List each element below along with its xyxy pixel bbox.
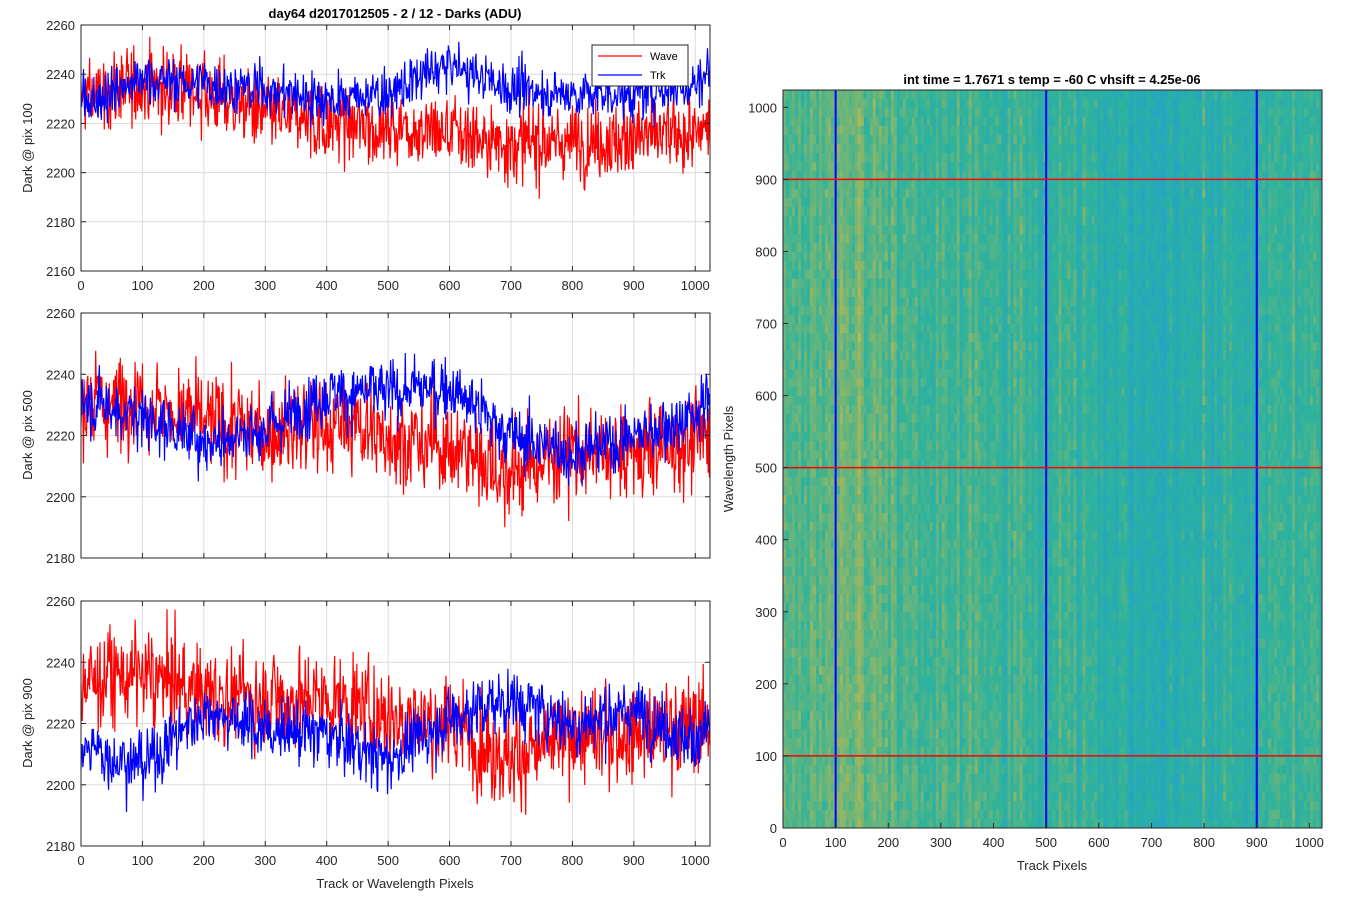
x-tick-label: 900 xyxy=(623,853,645,868)
x-tick-label: 0 xyxy=(77,278,84,293)
x-tick-label: 800 xyxy=(1193,835,1215,850)
x-tick-label: 600 xyxy=(1088,835,1110,850)
x-tick-label: 1000 xyxy=(681,278,710,293)
y-tick-label: 2240 xyxy=(46,67,75,82)
y-tick-label: 2220 xyxy=(46,717,75,732)
x-tick-label: 100 xyxy=(132,853,154,868)
x-tick-label: 700 xyxy=(500,853,522,868)
y-tick-label: 2200 xyxy=(46,778,75,793)
x-tick-label: 800 xyxy=(562,853,584,868)
legend-trk-label: Trk xyxy=(650,70,666,82)
y-tick-label: 0 xyxy=(770,821,777,836)
ylabel-pix100: Dark @ pix 100 xyxy=(20,103,35,193)
y-tick-label: 400 xyxy=(755,533,777,548)
x-tick-label: 200 xyxy=(193,853,215,868)
y-tick-label: 900 xyxy=(755,172,777,187)
x-tick-label: 900 xyxy=(623,278,645,293)
y-tick-label: 2200 xyxy=(46,166,75,181)
y-tick-label: 200 xyxy=(755,677,777,692)
x-tick-label: 600 xyxy=(439,278,461,293)
y-tick-label: 2220 xyxy=(46,429,75,444)
y-tick-label: 2240 xyxy=(46,655,75,670)
x-tick-label: 400 xyxy=(316,278,338,293)
x-tick-label: 200 xyxy=(877,835,899,850)
legend: Wave Trk xyxy=(591,44,689,87)
series-line-trk xyxy=(81,668,710,813)
x-tick-label: 300 xyxy=(930,835,952,850)
x-tick-label: 500 xyxy=(377,278,399,293)
y-tick-label: 700 xyxy=(755,317,777,332)
series-line-trk xyxy=(81,352,710,487)
ylabel-pix500: Dark @ pix 500 xyxy=(20,390,35,480)
y-tick-label: 2260 xyxy=(46,594,75,609)
x-tick-label: 500 xyxy=(1035,835,1057,850)
figure-title: day64 d2017012505 - 2 / 12 - Darks (ADU) xyxy=(269,6,522,21)
y-tick-label: 2260 xyxy=(46,306,75,321)
xlabel-bottom: Track or Wavelength Pixels xyxy=(316,876,474,891)
plot-pix900: 0 100 200 300 400 500 600 700 800 900 1000 2180 2200… xyxy=(46,594,711,868)
x-tick-label: 500 xyxy=(377,853,399,868)
y-tick-label: 2220 xyxy=(46,116,75,131)
y-tick-label: 2160 xyxy=(46,264,75,279)
x-tick-label: 600 xyxy=(439,853,461,868)
y-tick-label: 500 xyxy=(755,461,777,476)
y-tick-label: 100 xyxy=(755,749,777,764)
axes-frame xyxy=(782,89,1323,829)
y-tick-label: 800 xyxy=(755,244,777,259)
x-tick-label: 1000 xyxy=(681,853,710,868)
y-tick-label: 2240 xyxy=(46,367,75,382)
legend-box xyxy=(591,44,689,87)
legend-wave-label: Wave xyxy=(650,51,678,63)
y-tick-label: 300 xyxy=(755,605,777,620)
x-tick-label: 100 xyxy=(132,278,154,293)
x-tick-label: 700 xyxy=(500,278,522,293)
x-tick-label: 0 xyxy=(779,835,786,850)
x-tick-label: 0 xyxy=(77,853,84,868)
y-tick-label: 2180 xyxy=(46,551,75,566)
axes-frame xyxy=(80,24,711,272)
y-tick-label: 2180 xyxy=(46,215,75,230)
x-tick-label: 1000 xyxy=(1295,835,1324,850)
ylabel-heatmap: Wavelength Pixels xyxy=(721,405,736,512)
y-tick-label: 1000 xyxy=(748,100,777,115)
heatmap-cells xyxy=(783,90,1323,829)
x-tick-label: 300 xyxy=(254,853,276,868)
y-tick-label: 2180 xyxy=(46,839,75,854)
x-tick-label: 700 xyxy=(1141,835,1163,850)
x-tick-label: 100 xyxy=(825,835,847,850)
y-tick-label: 2260 xyxy=(46,18,75,33)
plot-dark-image: 0 100 200 300 400 500 600 700 800 900 1000 0 100 200 3… xyxy=(748,89,1324,850)
x-tick-label: 900 xyxy=(1246,835,1268,850)
x-tick-label: 300 xyxy=(254,278,276,293)
y-tick-label: 600 xyxy=(755,389,777,404)
x-tick-label: 800 xyxy=(562,278,584,293)
x-tick-label: 400 xyxy=(983,835,1005,850)
xlabel-heatmap: Track Pixels xyxy=(1017,858,1088,873)
plot-pix500: 2180 2200 2220 2240 2260 xyxy=(46,306,711,566)
heatmap-title: int time = 1.7671 s temp = -60 C vhsift … xyxy=(903,72,1200,87)
x-tick-label: 400 xyxy=(316,853,338,868)
y-tick-label: 2200 xyxy=(46,490,75,505)
series-line-trk xyxy=(81,41,710,128)
ylabel-pix900: Dark @ pix 900 xyxy=(20,678,35,768)
x-tick-label: 200 xyxy=(193,278,215,293)
